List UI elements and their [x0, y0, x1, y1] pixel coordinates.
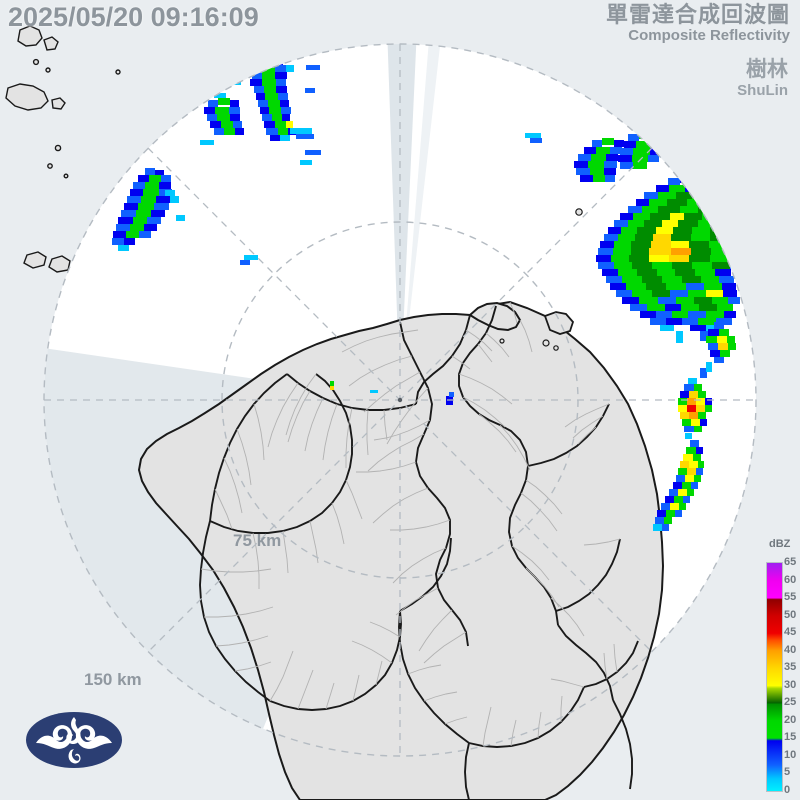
legend-tick-10: 10: [784, 748, 797, 761]
station-block: 樹林 ShuLin: [737, 58, 788, 99]
dbz-color-legend: dBZ 65 60 55 50 45 40 35 30 25 20 15 10 5 0: [757, 538, 800, 800]
legend-tick-0: 0: [784, 784, 791, 796]
radar-site-marker: [397, 397, 403, 403]
offshore-islands: [5, 25, 121, 273]
blockage-wedge-nne: [400, 44, 452, 400]
echo-cluster-nw-c: [112, 168, 185, 251]
title-english: Composite Reflectivity: [628, 27, 790, 44]
legend-tick-15: 15: [784, 731, 797, 744]
echo-cluster-ne-small: [525, 132, 663, 182]
legend-tick-35: 35: [784, 661, 797, 674]
legend-tick-5: 5: [784, 766, 791, 779]
legend-color-bar: [766, 562, 783, 792]
legend-tick-25: 25: [784, 696, 797, 709]
legend-tick-60: 60: [784, 573, 797, 586]
legend-tick-55: 55: [784, 591, 797, 604]
station-name-chinese: 樹林: [746, 58, 788, 81]
timestamp-label: 2025/05/20 09:16:09: [8, 2, 259, 32]
range-label-75km: 75 km: [233, 531, 282, 550]
range-label-150km: 150 km: [84, 670, 142, 689]
islets: [499, 208, 583, 351]
range-ring-150km: [43, 43, 757, 757]
legend-tick-45: 45: [784, 626, 797, 639]
station-name-english: ShuLin: [737, 82, 788, 99]
echo-cell-se-intense: [678, 378, 712, 432]
taiwan-landmass: [137, 300, 665, 800]
legend-unit-label: dBZ: [769, 538, 791, 550]
title-chinese: 單雷達合成回波圖: [605, 2, 790, 27]
legend-tick-30: 30: [784, 678, 797, 691]
echo-cell-se-warm: [706, 322, 736, 363]
blockage-wedge-north: [384, 44, 421, 400]
legend-tick-65: 65: [784, 556, 797, 568]
echo-streak-se-long: [653, 362, 712, 531]
legend-tick-50: 50: [784, 608, 797, 621]
title-block: 單雷達合成回波圖 Composite Reflectivity: [606, 2, 790, 44]
legend-tick-20: 20: [784, 713, 797, 726]
county-borders: [199, 305, 639, 800]
legend-tick-40: 40: [784, 643, 797, 656]
cwa-logo: [26, 712, 122, 768]
township-borders: [200, 301, 621, 747]
